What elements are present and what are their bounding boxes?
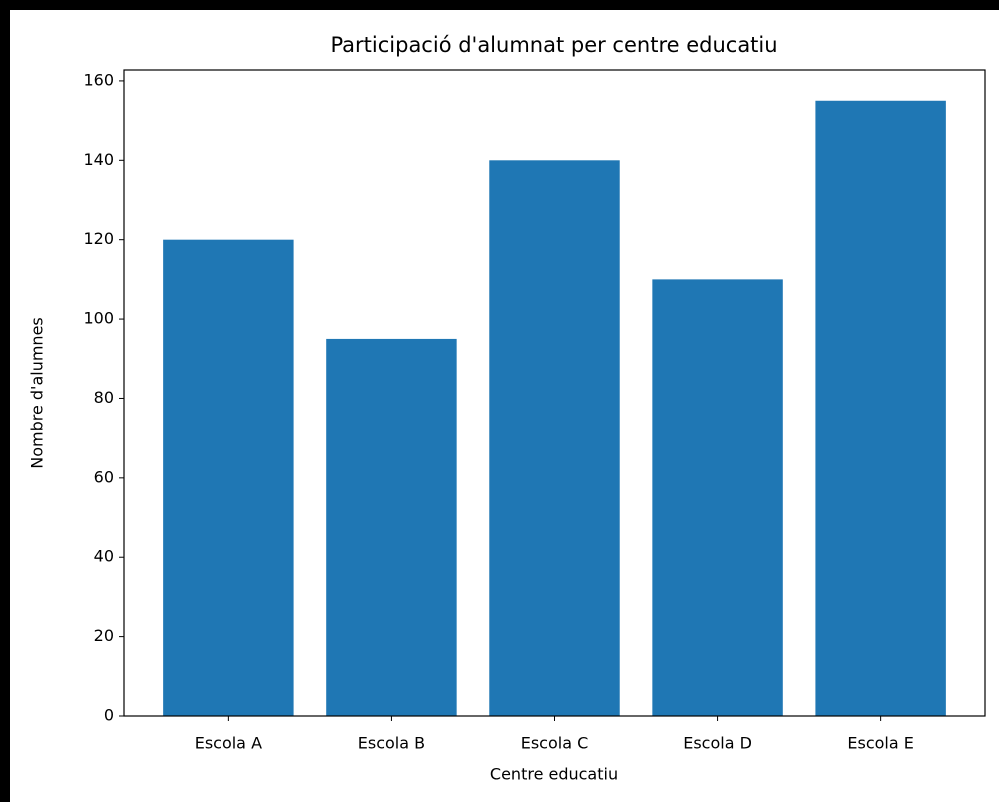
x-tick-label: Escola E <box>847 734 913 753</box>
frame-top <box>0 0 999 10</box>
y-tick-label: 80 <box>94 388 114 407</box>
bar <box>815 100 946 716</box>
x-tick-label: Escola B <box>358 734 425 753</box>
y-tick-label: 20 <box>94 626 114 645</box>
plot-frame <box>123 69 986 717</box>
y-tick-label: 40 <box>94 547 114 566</box>
y-tick-label: 140 <box>83 150 114 169</box>
chart-title: Participació d'alumnat per centre educat… <box>330 33 777 57</box>
y-tick-label: 100 <box>83 309 114 328</box>
y-tick-label: 0 <box>104 706 114 725</box>
x-tick-label: Escola D <box>683 734 752 753</box>
bar <box>326 338 457 716</box>
y-tick-label: 60 <box>94 467 114 486</box>
y-axis-label: Nombre d'alumnes <box>28 317 47 469</box>
x-axis-label: Centre educatiu <box>490 765 618 784</box>
bar <box>652 279 783 716</box>
frame-left <box>0 0 10 802</box>
bar <box>489 160 620 716</box>
y-tick-label: 120 <box>83 229 114 248</box>
x-tick-label: Escola A <box>195 734 262 753</box>
x-tick-label: Escola C <box>521 734 589 753</box>
y-tick-label: 160 <box>83 70 114 89</box>
bar <box>163 239 294 716</box>
